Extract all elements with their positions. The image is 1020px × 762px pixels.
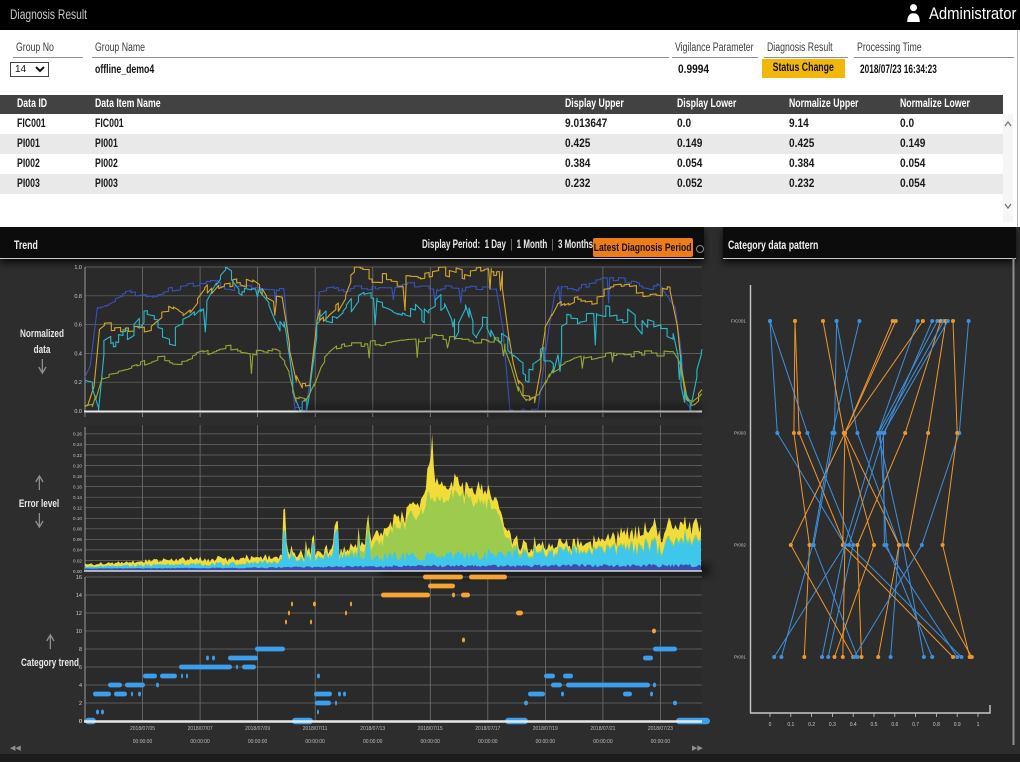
svg-text:00:00:00: 00:00:00 bbox=[133, 739, 153, 745]
svg-text:0.18: 0.18 bbox=[73, 474, 82, 479]
svg-text:0: 0 bbox=[769, 722, 772, 728]
svg-text:2018/07/23: 2018/07/23 bbox=[648, 726, 673, 732]
svg-text:PI003: PI003 bbox=[734, 431, 746, 436]
svg-text:12: 12 bbox=[76, 611, 82, 617]
svg-text:0.0: 0.0 bbox=[74, 409, 82, 415]
svg-text:00:00:00: 00:00:00 bbox=[190, 739, 210, 745]
svg-text:0.2: 0.2 bbox=[74, 380, 82, 386]
svg-text:6: 6 bbox=[79, 665, 82, 671]
svg-text:PI001: PI001 bbox=[734, 655, 746, 660]
svg-text:0.4: 0.4 bbox=[74, 351, 82, 357]
svg-text:00:00:00: 00:00:00 bbox=[651, 739, 671, 745]
svg-text:0.02: 0.02 bbox=[73, 558, 82, 563]
svg-text:2018/07/11: 2018/07/11 bbox=[303, 726, 328, 732]
svg-text:16: 16 bbox=[76, 575, 82, 581]
svg-text:2018/07/15: 2018/07/15 bbox=[418, 726, 443, 732]
svg-text:1.0: 1.0 bbox=[74, 265, 82, 271]
svg-text:0.00: 0.00 bbox=[73, 569, 82, 574]
svg-text:0.06: 0.06 bbox=[73, 537, 82, 542]
svg-text:2018/07/19: 2018/07/19 bbox=[533, 726, 558, 732]
svg-text:14: 14 bbox=[76, 593, 82, 599]
svg-text:4: 4 bbox=[79, 683, 82, 689]
svg-text:0.16: 0.16 bbox=[73, 484, 82, 489]
svg-text:0.10: 0.10 bbox=[73, 516, 82, 521]
svg-text:0: 0 bbox=[79, 719, 82, 725]
svg-text:2018/07/09: 2018/07/09 bbox=[245, 726, 270, 732]
svg-text:8: 8 bbox=[79, 647, 82, 653]
svg-text:0.2: 0.2 bbox=[808, 722, 815, 728]
svg-text:0.7: 0.7 bbox=[912, 722, 919, 728]
svg-text:0.04: 0.04 bbox=[73, 548, 82, 553]
svg-text:00:00:00: 00:00:00 bbox=[478, 739, 498, 745]
svg-text:2018/07/21: 2018/07/21 bbox=[590, 726, 615, 732]
svg-text:0.24: 0.24 bbox=[73, 442, 82, 447]
svg-text:0.6: 0.6 bbox=[74, 323, 82, 329]
svg-text:FIC001: FIC001 bbox=[731, 319, 747, 324]
svg-text:0.8: 0.8 bbox=[933, 722, 940, 728]
svg-text:0.14: 0.14 bbox=[73, 495, 82, 500]
svg-text:0.20: 0.20 bbox=[73, 463, 82, 468]
svg-text:0.26: 0.26 bbox=[73, 432, 82, 437]
svg-text:0.6: 0.6 bbox=[891, 722, 898, 728]
svg-text:00:00:00: 00:00:00 bbox=[420, 739, 440, 745]
svg-text:0.12: 0.12 bbox=[73, 506, 82, 511]
svg-text:0.5: 0.5 bbox=[871, 722, 878, 728]
svg-text:2018/07/17: 2018/07/17 bbox=[475, 726, 500, 732]
svg-text:0.3: 0.3 bbox=[829, 722, 836, 728]
svg-text:00:00:00: 00:00:00 bbox=[305, 739, 325, 745]
svg-text:0.8: 0.8 bbox=[74, 294, 82, 300]
svg-text:2018/07/07: 2018/07/07 bbox=[188, 726, 213, 732]
svg-text:00:00:00: 00:00:00 bbox=[536, 739, 556, 745]
svg-text:0: 0 bbox=[79, 719, 82, 725]
svg-text:10: 10 bbox=[76, 629, 82, 635]
svg-text:0.08: 0.08 bbox=[73, 527, 82, 532]
svg-text:PI002: PI002 bbox=[734, 543, 746, 548]
svg-text:0.4: 0.4 bbox=[850, 722, 857, 728]
svg-text:2018/07/05: 2018/07/05 bbox=[130, 726, 155, 732]
svg-text:00:00:00: 00:00:00 bbox=[248, 739, 268, 745]
svg-text:00:00:00: 00:00:00 bbox=[593, 739, 613, 745]
svg-text:0.1: 0.1 bbox=[787, 722, 794, 728]
svg-text:▶▶: ▶▶ bbox=[692, 745, 703, 752]
svg-text:2018/07/13: 2018/07/13 bbox=[360, 726, 385, 732]
svg-text:1: 1 bbox=[977, 722, 980, 728]
svg-text:◀◀: ◀◀ bbox=[10, 745, 21, 752]
svg-text:0.9: 0.9 bbox=[954, 722, 961, 728]
svg-text:2: 2 bbox=[79, 701, 82, 707]
svg-text:0.22: 0.22 bbox=[73, 453, 82, 458]
svg-text:00:00:00: 00:00:00 bbox=[363, 739, 383, 745]
